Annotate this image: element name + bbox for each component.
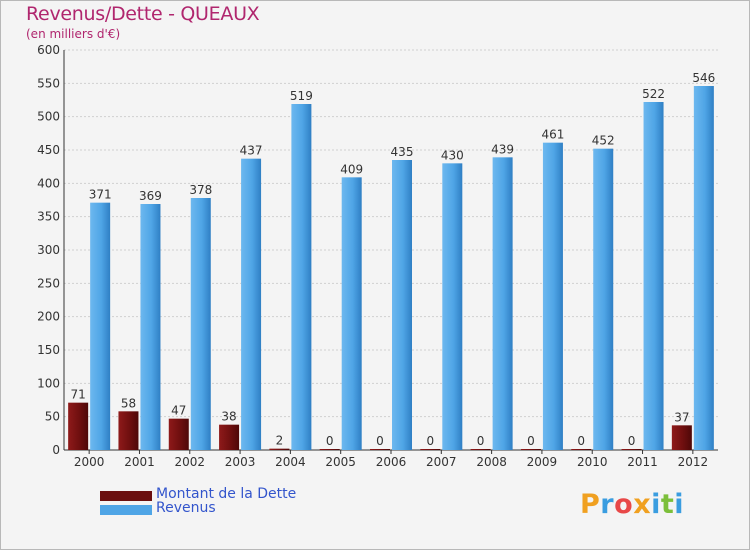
y-tick-label: 250 bbox=[37, 276, 60, 290]
x-tick-label: 2009 bbox=[527, 455, 558, 469]
bar-revenus bbox=[291, 104, 312, 450]
bar-revenus bbox=[241, 158, 262, 450]
bar-revenus bbox=[492, 157, 513, 451]
y-tick-label: 450 bbox=[37, 143, 60, 157]
data-label-dette: 37 bbox=[674, 410, 689, 424]
y-tick-label: 200 bbox=[37, 310, 60, 324]
logo-letter: r bbox=[600, 489, 615, 520]
x-tick-label: 2000 bbox=[74, 455, 105, 469]
proxiti-logo: Proxiti bbox=[580, 489, 684, 520]
data-label-dette: 0 bbox=[527, 434, 535, 448]
logo-letter: i bbox=[651, 489, 661, 520]
y-tick-label: 550 bbox=[37, 76, 60, 90]
logo-letter: i bbox=[674, 489, 685, 520]
data-label-dette: 0 bbox=[326, 434, 334, 448]
data-labels: 71 371 58 369 47 378 38 437 2 519 0 409 0 435 0 430 0 439… bbox=[71, 71, 716, 448]
legend-swatch-revenus bbox=[100, 505, 152, 515]
bar-revenus bbox=[593, 148, 614, 450]
chart-subtitle: (en milliers d'€) bbox=[26, 27, 121, 41]
y-tick-label: 400 bbox=[37, 176, 60, 190]
data-label-dette: 0 bbox=[577, 434, 585, 448]
data-label-revenus: 519 bbox=[290, 89, 313, 103]
data-label-revenus: 430 bbox=[441, 148, 464, 162]
x-tick-label: 2004 bbox=[275, 455, 306, 469]
x-tick-label: 2005 bbox=[325, 455, 356, 469]
y-tick-label: 500 bbox=[37, 110, 60, 124]
gridlines bbox=[64, 49, 718, 451]
bar-dette bbox=[168, 418, 189, 450]
bar-revenus bbox=[542, 142, 563, 450]
bar-revenus bbox=[190, 198, 211, 450]
y-tick-label: 150 bbox=[37, 343, 60, 357]
bar-dette bbox=[118, 411, 139, 450]
y-tick-label: 350 bbox=[37, 210, 60, 224]
x-tick-label: 2006 bbox=[376, 455, 407, 469]
data-label-revenus: 452 bbox=[592, 134, 615, 148]
y-tick-label: 300 bbox=[37, 243, 60, 257]
data-label-dette: 38 bbox=[221, 410, 236, 424]
data-label-revenus: 378 bbox=[189, 183, 212, 197]
bar-dette bbox=[621, 449, 642, 450]
bar-dette bbox=[68, 402, 89, 450]
bar-revenus bbox=[140, 204, 161, 450]
x-tick-label: 2008 bbox=[476, 455, 507, 469]
bar-dette bbox=[319, 449, 340, 450]
logo-letter: x bbox=[633, 489, 652, 520]
x-tick-label: 2011 bbox=[627, 455, 658, 469]
logo-letter: o bbox=[614, 489, 634, 520]
y-tick-label: 50 bbox=[45, 410, 60, 424]
data-label-revenus: 439 bbox=[491, 142, 514, 156]
bar-revenus bbox=[90, 202, 111, 450]
data-label-revenus: 409 bbox=[340, 162, 363, 176]
data-label-revenus: 435 bbox=[391, 145, 414, 159]
data-label-dette: 47 bbox=[171, 404, 186, 418]
logo-letter: P bbox=[580, 489, 601, 520]
bar-revenus bbox=[341, 177, 362, 451]
x-tick-label: 2010 bbox=[577, 455, 608, 469]
bar-dette bbox=[520, 449, 541, 450]
axes: 0501001502002503003504004505005506002000… bbox=[37, 43, 718, 469]
bar-dette bbox=[671, 425, 692, 450]
data-label-dette: 0 bbox=[628, 434, 636, 448]
x-tick-label: 2012 bbox=[678, 455, 709, 469]
x-tick-label: 2002 bbox=[174, 455, 205, 469]
data-label-revenus: 522 bbox=[642, 87, 665, 101]
data-label-dette: 0 bbox=[477, 434, 485, 448]
data-label-dette: 58 bbox=[121, 396, 136, 410]
bar-revenus bbox=[392, 160, 412, 450]
x-tick-label: 2001 bbox=[124, 455, 155, 469]
chart-title: Revenus/Dette - QUEAUX bbox=[26, 3, 260, 25]
y-tick-label: 0 bbox=[52, 443, 60, 457]
x-tick-label: 2007 bbox=[426, 455, 457, 469]
data-label-dette: 0 bbox=[376, 434, 384, 448]
bars bbox=[68, 86, 714, 451]
bar-revenus bbox=[693, 86, 714, 450]
bar-dette bbox=[269, 448, 290, 450]
bar-dette bbox=[420, 449, 441, 450]
bar-dette bbox=[470, 449, 491, 450]
bar-dette bbox=[370, 449, 390, 450]
bar-dette bbox=[219, 424, 240, 450]
logo-letter: t bbox=[660, 489, 675, 520]
data-label-revenus: 461 bbox=[541, 128, 564, 142]
legend-label-dette: Montant de la Dette bbox=[156, 486, 297, 502]
data-label-dette: 2 bbox=[276, 434, 284, 448]
bar-dette bbox=[571, 449, 592, 450]
bar-revenus bbox=[442, 163, 463, 451]
data-label-revenus: 546 bbox=[692, 71, 715, 85]
x-tick-label: 2003 bbox=[225, 455, 256, 469]
data-label-revenus: 369 bbox=[139, 189, 162, 203]
y-tick-label: 100 bbox=[37, 376, 60, 390]
data-label-dette: 0 bbox=[426, 434, 434, 448]
y-tick-label: 600 bbox=[37, 43, 60, 57]
legend-swatch-dette bbox=[100, 491, 152, 501]
data-label-revenus: 437 bbox=[240, 144, 263, 158]
data-label-revenus: 371 bbox=[89, 188, 112, 202]
data-label-dette: 71 bbox=[71, 388, 86, 402]
bar-revenus bbox=[643, 102, 664, 450]
legend-label-revenus: Revenus bbox=[156, 500, 216, 516]
